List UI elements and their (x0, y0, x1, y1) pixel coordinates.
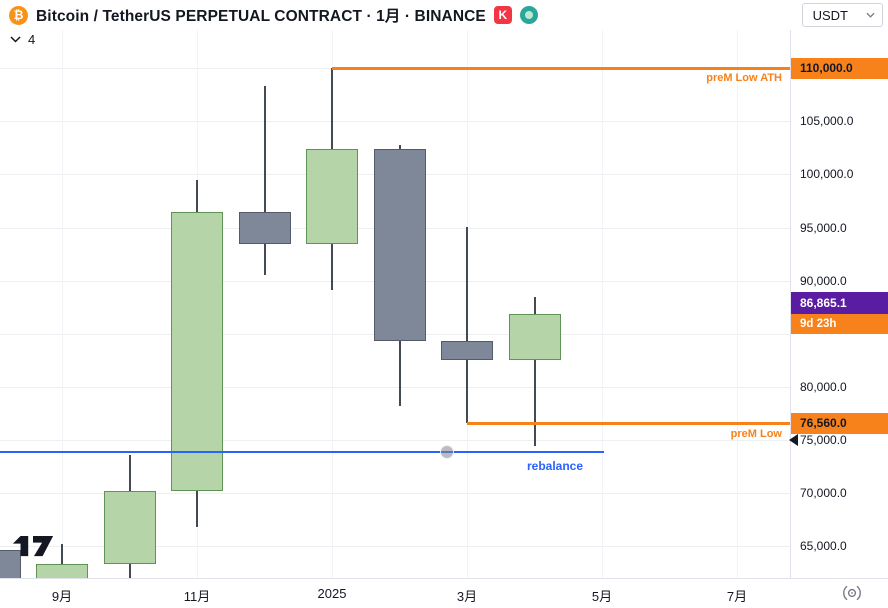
candle-body (306, 148, 358, 245)
drawing-line-prem-low[interactable] (467, 421, 790, 425)
candle-body (171, 212, 223, 491)
last-price-badge: 86,865.1 (791, 291, 888, 314)
price-axis-label: 70,000.0 (800, 486, 847, 501)
price-line-badge: 76,560.0 (791, 412, 888, 434)
symbol-title[interactable]: Bitcoin / TetherUS PERPETUAL CONTRACT · … (36, 8, 486, 25)
grid-line-vertical (737, 30, 738, 578)
price-axis-label: 90,000.0 (800, 273, 847, 288)
candle-body (441, 340, 493, 360)
candle-wick (263, 85, 266, 276)
drawing-line-label-rebalance[interactable]: rebalance (527, 458, 584, 473)
grid-line-horizontal (0, 546, 790, 548)
grid-line-horizontal (0, 386, 790, 388)
price-axis-label: 95,000.0 (800, 220, 847, 235)
tradingview-logo[interactable] (10, 533, 56, 564)
candle-body (0, 550, 21, 578)
candle-body (373, 148, 426, 341)
status-dot (524, 11, 533, 19)
candle-wick (533, 296, 536, 447)
bitcoin-icon: ₿ (9, 5, 28, 25)
grid-line-vertical (602, 30, 603, 578)
line-anchor-dot[interactable] (439, 444, 454, 459)
candle-body (238, 212, 291, 245)
currency-dropdown[interactable]: USDT (801, 3, 883, 27)
time-axis-label: 2025 (317, 586, 347, 601)
candle-body (103, 490, 156, 564)
bitcoin-glyph: ₿ (13, 8, 24, 22)
candle-body (36, 563, 88, 578)
price-line-badge: 110,000.0 (791, 57, 888, 79)
chevron-down-icon (10, 36, 21, 43)
grid-line-horizontal (0, 439, 790, 441)
time-axis-label: 9月 (51, 589, 73, 604)
grid-line-horizontal (0, 493, 790, 495)
chart-header: ₿ Bitcoin / TetherUS PERPETUAL CONTRACT … (0, 0, 888, 30)
chart-plot-area[interactable]: preM Low ATH preM Low rebalance (0, 30, 790, 578)
candle-body (508, 313, 561, 360)
price-axis-label: 105,000.0 (800, 114, 854, 129)
time-axis-label: 3月 (456, 589, 478, 604)
currency-dropdown-value: USDT (812, 7, 848, 23)
object-tree-toggle[interactable]: 4 (10, 32, 35, 47)
candle-wick (61, 544, 63, 578)
chevron-down-icon (866, 12, 875, 18)
time-axis-label: 7月 (726, 589, 748, 604)
grid-line-vertical (62, 30, 63, 578)
drawing-line-rebalance[interactable] (0, 450, 604, 453)
time-axis[interactable]: 9月 11月 2025 3月 5月 7月 (0, 578, 888, 608)
bar-countdown-badge: 9d 23h (791, 313, 888, 334)
candle-wick (466, 227, 468, 424)
broker-k-icon[interactable]: K (493, 6, 512, 24)
price-axis[interactable]: 105,000.0 100,000.0 95,000.0 90,000.0 80,000… (790, 0, 888, 578)
tradingview-logo-icon (12, 535, 54, 557)
price-axis-label: 65,000.0 (800, 539, 847, 554)
last-price-label-group: 86,865.1 9d 23h (791, 291, 888, 334)
axis-settings-icon[interactable] (842, 584, 862, 602)
price-axis-label: 75,000.0 (800, 432, 847, 447)
time-axis-label: 5月 (591, 589, 613, 604)
grid-line-vertical (332, 30, 333, 578)
price-axis-label: 80,000.0 (800, 379, 847, 394)
price-marker-arrow-icon (789, 434, 798, 446)
hidden-objects-count: 4 (28, 32, 36, 47)
time-axis-label: 11月 (183, 589, 211, 604)
drawing-line-prem-low-ath[interactable] (332, 66, 790, 70)
grid-line-horizontal (0, 121, 790, 123)
drawing-line-label-prem-low-ath[interactable]: preM Low ATH (706, 72, 782, 85)
drawing-line-label-prem-low[interactable]: preM Low (730, 428, 782, 441)
market-status-icon[interactable] (519, 6, 538, 24)
price-axis-label: 100,000.0 (800, 167, 854, 182)
